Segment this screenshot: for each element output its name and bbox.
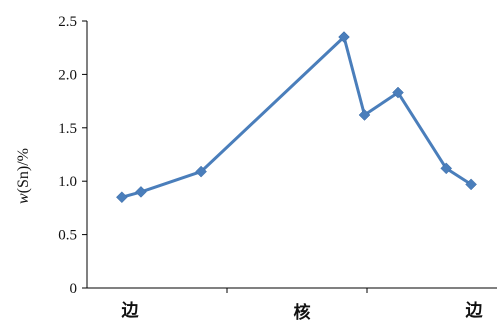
y-tick-label: 1.5: [58, 121, 77, 137]
y-tick-label: 1.0: [58, 174, 77, 190]
y-tick-label: 0: [70, 281, 78, 297]
data-point-marker: [465, 178, 477, 191]
data-point-marker: [195, 165, 207, 178]
data-point-marker: [358, 109, 371, 121]
data-point-marker: [116, 191, 128, 204]
y-tick-label: 2.0: [58, 67, 77, 83]
y-tick-label: 2.5: [58, 14, 77, 30]
x-axis: 边核边: [87, 287, 497, 320]
series-group: [116, 31, 477, 204]
y-tick-label: 0.5: [58, 228, 77, 244]
y-axis-title-italic: w: [15, 193, 32, 204]
y-axis: 0 0.5 1.0 1.5 2.0 2.5: [58, 14, 88, 297]
x-category-label: 边: [465, 301, 484, 320]
y-axis-title: w(Sn)/%: [15, 148, 32, 204]
data-point-marker: [338, 31, 350, 43]
series-line: [120, 35, 473, 199]
x-category-label: 边: [121, 301, 140, 320]
data-point-marker: [392, 86, 404, 99]
data-point-marker: [440, 162, 453, 175]
x-category-label: 核: [294, 302, 311, 320]
y-axis-title-rest: (Sn)/%: [15, 148, 32, 193]
data-point-marker: [135, 186, 147, 198]
